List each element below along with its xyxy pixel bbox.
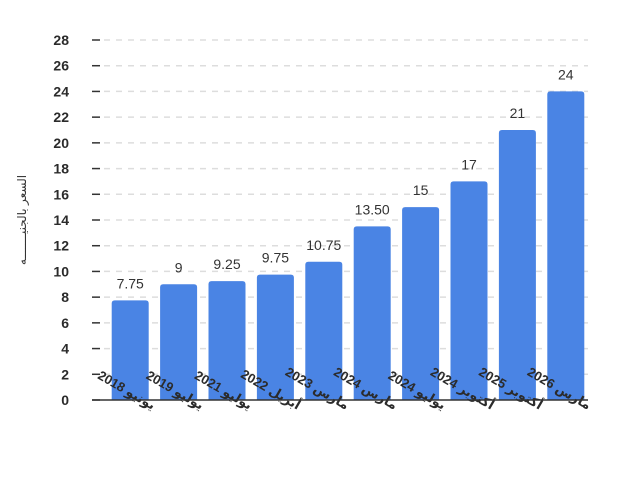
y-tick-label: 20 — [53, 135, 69, 151]
data-label: 7.75 — [117, 275, 144, 291]
bar — [353, 226, 391, 400]
y-tick-label: 0 — [61, 392, 69, 408]
bar — [450, 181, 488, 400]
y-axis-label: السعر بالجنيـــــــه — [15, 175, 30, 265]
bar — [402, 207, 440, 400]
y-tick-label: 4 — [61, 341, 69, 357]
bar — [208, 281, 246, 400]
bar — [305, 261, 343, 400]
bar — [256, 274, 294, 400]
y-tick-label: 26 — [53, 58, 69, 74]
y-tick-label: 24 — [53, 83, 69, 99]
y-tick-label: 18 — [53, 161, 69, 177]
bar — [160, 284, 198, 400]
data-label: 9.25 — [213, 256, 240, 272]
data-label: 13.50 — [355, 201, 390, 217]
data-label: 9.75 — [262, 250, 289, 266]
bars — [111, 91, 585, 400]
y-tick-label: 6 — [61, 315, 69, 331]
data-label: 10.75 — [306, 237, 341, 253]
y-tick-label: 14 — [53, 212, 69, 228]
data-label: 15 — [413, 182, 429, 198]
y-tick-label: 22 — [53, 109, 69, 125]
y-tick-label: 8 — [61, 289, 69, 305]
bar — [498, 130, 536, 400]
data-label: 17 — [461, 156, 477, 172]
y-tick-label: 16 — [53, 186, 69, 202]
y-tick-label: 10 — [53, 263, 69, 279]
data-label: 21 — [510, 105, 526, 121]
bar — [547, 91, 585, 400]
y-tick-label: 12 — [53, 238, 69, 254]
data-label: 9 — [175, 259, 183, 275]
y-tick-label: 2 — [61, 366, 69, 382]
data-labels: 7.75 9 9.25 9.75 10.75 13.50 15 17 21 24 — [117, 66, 574, 291]
gridlines — [104, 39, 588, 376]
data-label: 24 — [558, 66, 574, 82]
y-tick-label: 28 — [53, 32, 69, 48]
bar — [111, 300, 149, 400]
